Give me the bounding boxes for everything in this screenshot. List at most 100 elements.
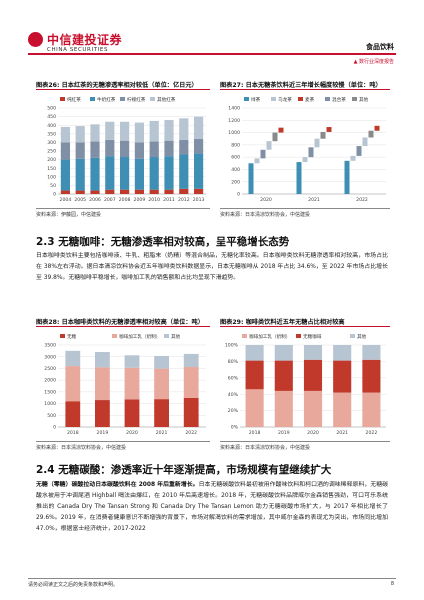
fig27-waterfall-bar	[368, 130, 374, 138]
fig29-ytick: 60%	[228, 375, 239, 381]
fig29-chart: 0% 20% 40% 60% 80% 100% 咖啡加工乳（奶制） 无糖咖啡 其他 2018 201…	[225, 333, 386, 436]
section-2-4-paragraph: 无糖（零糖）碳酸拉动日本碳酸饮料在 2008 年后重新增长。日本无糖碳酸饮料最初…	[36, 480, 388, 535]
fig27-ytick: 1000	[228, 130, 240, 136]
fig29-bar-segment	[303, 359, 323, 391]
fig28-xtick: 2022	[185, 430, 197, 436]
fig29-xtick: 2018	[249, 430, 261, 436]
brand-name: 中信建投证券	[47, 33, 123, 47]
fig27-legend-label: 其他	[359, 96, 369, 103]
fig26-bar-segment	[60, 159, 70, 191]
fig27-chart: 0 200 400 600 800 1000 1200 1400 绿茶 乌龙茶 麦茶 混合茶 其他 202…	[228, 96, 386, 203]
fig26-bar-segment	[90, 124, 100, 142]
fig27-waterfall-bar	[296, 162, 302, 194]
fig26-xtick: 2007	[104, 197, 116, 203]
fig26-bottom-rule	[36, 208, 210, 209]
fig29-bar-segment	[333, 360, 352, 393]
fig29-bar-segment	[333, 392, 352, 427]
fig28-bar-segment	[65, 401, 81, 427]
fig28-legend-label: 其他	[171, 333, 181, 340]
fig26-bar-segment	[134, 189, 144, 194]
fig27-ytick: 600	[231, 155, 240, 161]
fig29-xtick: 2022	[366, 430, 378, 436]
fig26-xtick: 2012	[178, 197, 190, 203]
fig26-bar-segment	[179, 188, 189, 194]
fig27-title: 图表27: 日本无糖茶饮料近三年增长幅度较慢（单位：吨）	[220, 82, 382, 89]
fig27-legend-label: 绿茶	[251, 96, 261, 103]
fig26-bar-segment	[120, 157, 130, 190]
section-2-4-lead: 无糖（零糖）碳酸拉动日本碳酸饮料在 2008 年后重新增长。	[36, 482, 199, 488]
fig29-bar-segment	[274, 390, 293, 427]
fig26-bar-segment	[194, 116, 204, 139]
fig29-bar-segment	[245, 360, 264, 390]
fig28-ytick: 0	[53, 425, 56, 431]
fig26-bar-segment	[179, 139, 189, 155]
fig26-bar-segment	[60, 126, 70, 143]
fig28-bar-segment	[124, 399, 140, 427]
fig27-ytick: 1400	[228, 106, 240, 112]
fig28-bar-segment	[154, 356, 169, 369]
fig26-bar-segment	[120, 140, 130, 158]
fig26-bar-segment	[75, 126, 85, 143]
fig27-source: 资料来源：日本清凉饮料协会，中信建投	[220, 212, 311, 218]
fig26-bar-segment	[90, 157, 100, 191]
fig29-bar-segment	[274, 360, 293, 391]
fig27-xtick: 2021	[308, 197, 320, 203]
fig26-bar-segment	[60, 190, 70, 194]
fig27-legend-swatch	[325, 97, 330, 101]
fig26-legend-label: 纯红茶	[67, 96, 81, 103]
fig28-bar-segment	[183, 353, 199, 368]
fig29-bar-segment	[245, 389, 264, 427]
fig26-legend-swatch	[90, 97, 95, 101]
fig26-bar-segment	[75, 142, 85, 159]
fig29-bottom-rule	[220, 441, 390, 442]
fig28-legend-swatch	[60, 334, 65, 338]
fig26-ytick: 0	[53, 192, 56, 198]
fig26-ytick: 400	[47, 123, 56, 129]
fig27-legend-swatch	[298, 97, 303, 101]
fig28-xtick: 2019	[97, 430, 109, 436]
fig29-bar-segment	[333, 345, 352, 361]
fig26-bar-segment	[120, 189, 130, 194]
fig26-legend-label: 牛奶红茶	[97, 96, 116, 103]
fig26-legend-swatch	[60, 97, 65, 101]
fig28-ytick: 3500	[44, 343, 56, 349]
fig28-bar-segment	[124, 367, 140, 400]
fig29-xtick: 2021	[336, 430, 348, 436]
fig26-xtick: 2006	[89, 197, 101, 203]
fig27-waterfall-bar	[254, 158, 260, 164]
fig28-xtick: 2018	[67, 430, 79, 436]
section-2-4-title: 2.4 无糖碳酸：渗透率近十年逐渐提高，市场规模有望继续扩大	[36, 464, 332, 476]
section-2-4-body: 日本无糖碳酸饮料最初被用作酸味饮料和柯口酒的调味稀释原料，无糖碳酸水被用于冲调尾…	[36, 482, 389, 532]
fig26-legend-label: 其他红茶	[157, 96, 176, 103]
fig26-bar-segment	[164, 189, 174, 194]
fig27-waterfall-bar	[260, 149, 266, 159]
industry-tag: 食品饮料	[366, 43, 394, 51]
fig29-bar-segment	[245, 345, 264, 361]
fig26-bar-segment	[75, 158, 85, 191]
fig28-bar-segment	[95, 352, 110, 368]
fig29-legend-label: 咖啡加工乳（奶制）	[249, 333, 290, 340]
fig27-bottom-rule	[220, 208, 390, 209]
fig29-bar-segment	[362, 345, 381, 360]
fig27-waterfall-bar	[272, 132, 278, 142]
fig26-ytick: 200	[47, 157, 56, 163]
fig27-waterfall-bar	[350, 155, 356, 161]
fig26-bar-segment	[164, 140, 174, 157]
fig28-rule	[36, 326, 210, 327]
fig29-bar-segment	[362, 392, 381, 427]
fig26-bar-segment	[105, 156, 115, 190]
fig26-legend-swatch	[150, 97, 155, 101]
footer-divider	[28, 578, 396, 579]
fig28-title: 图表28: 日本咖啡类饮料的无糖渗透率相对较高（单位：吨）	[36, 319, 204, 326]
fig26-xtick: 2008	[119, 197, 131, 203]
fig27-waterfall-bar	[308, 147, 314, 158]
fig26-bar-segment	[90, 141, 100, 158]
fig26-title: 图表26: 日本红茶的无糖渗透率相对较低（单位：亿日元）	[36, 82, 198, 89]
fig26-ytick: 250	[47, 149, 56, 155]
fig26-bar-segment	[194, 153, 204, 189]
fig27-waterfall-bar	[344, 160, 350, 194]
fig26-bar-segment	[194, 138, 204, 154]
fig28-bar-segment	[124, 355, 140, 368]
fig28-bar-segment	[183, 367, 199, 398]
fig26-bar-segment	[179, 118, 189, 140]
